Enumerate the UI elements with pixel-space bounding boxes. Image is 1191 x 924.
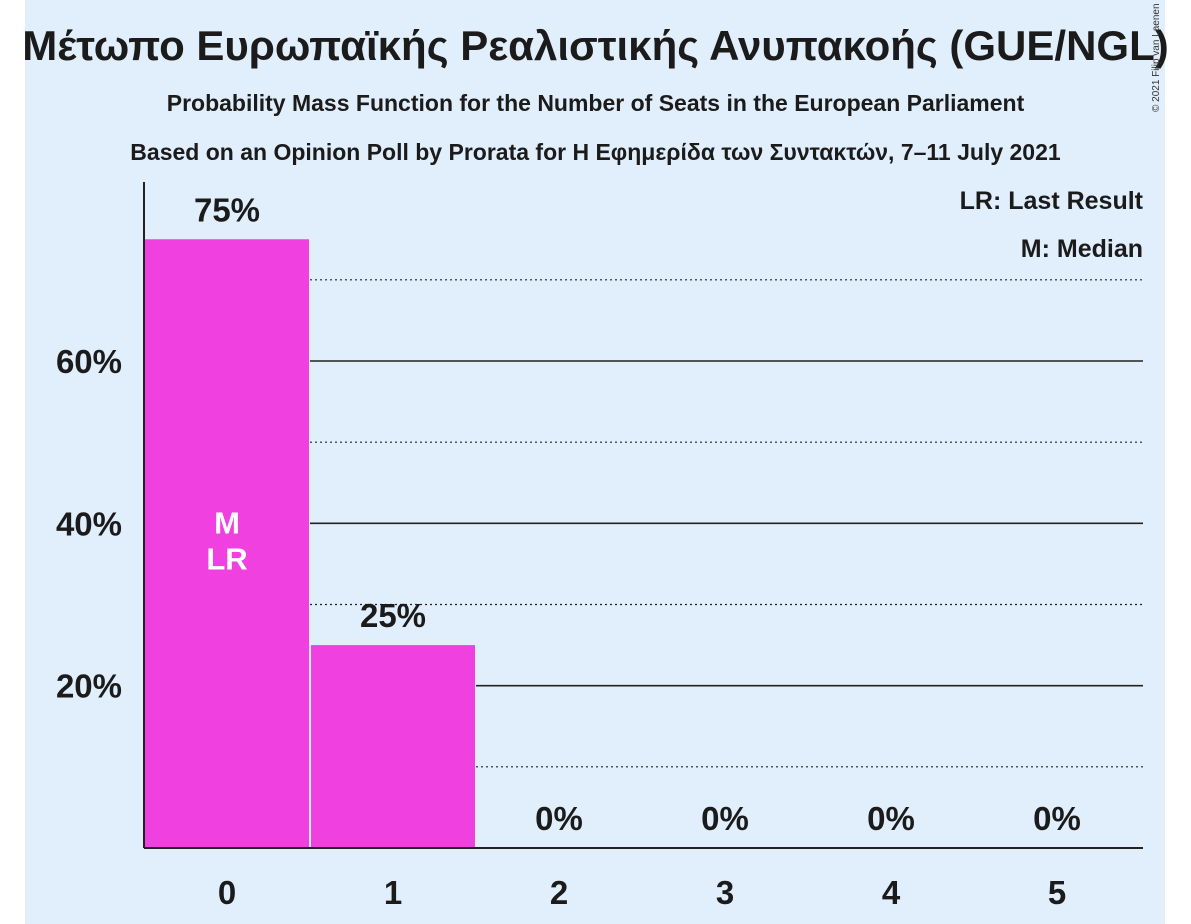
value-label: 25% [360, 597, 426, 634]
x-tick-label: 2 [550, 874, 568, 911]
axes [143, 182, 1143, 849]
y-tick-label: 40% [56, 505, 122, 542]
x-tick-label: 4 [882, 874, 901, 911]
gridlines [310, 279, 1143, 768]
bar-marker: LR [206, 542, 247, 577]
legend-last-result: LR: Last Result [960, 187, 1144, 215]
y-tick-label: 60% [56, 343, 122, 380]
x-tick-label: 5 [1048, 874, 1066, 911]
value-label: 0% [1033, 800, 1081, 837]
x-tick-label: 3 [716, 874, 734, 911]
bar [311, 645, 475, 848]
chart-source: Based on an Opinion Poll by Prorata for … [130, 139, 1061, 165]
value-label: 0% [867, 800, 915, 837]
x-tick-label: 0 [218, 874, 236, 911]
x-tick-label: 1 [384, 874, 402, 911]
bars [145, 239, 475, 848]
chart-title: Μέτωπο Ευρωπαϊκής Ρεαλιστικής Ανυπακοής … [22, 22, 1169, 69]
legend-median: M: Median [1021, 235, 1143, 263]
value-label: 0% [535, 800, 583, 837]
chart-subtitle: Probability Mass Function for the Number… [166, 90, 1025, 116]
bar-marker: M [214, 506, 240, 541]
value-label: 75% [194, 191, 260, 228]
value-label: 0% [701, 800, 749, 837]
bar [145, 239, 309, 848]
y-tick-label: 20% [56, 668, 122, 705]
